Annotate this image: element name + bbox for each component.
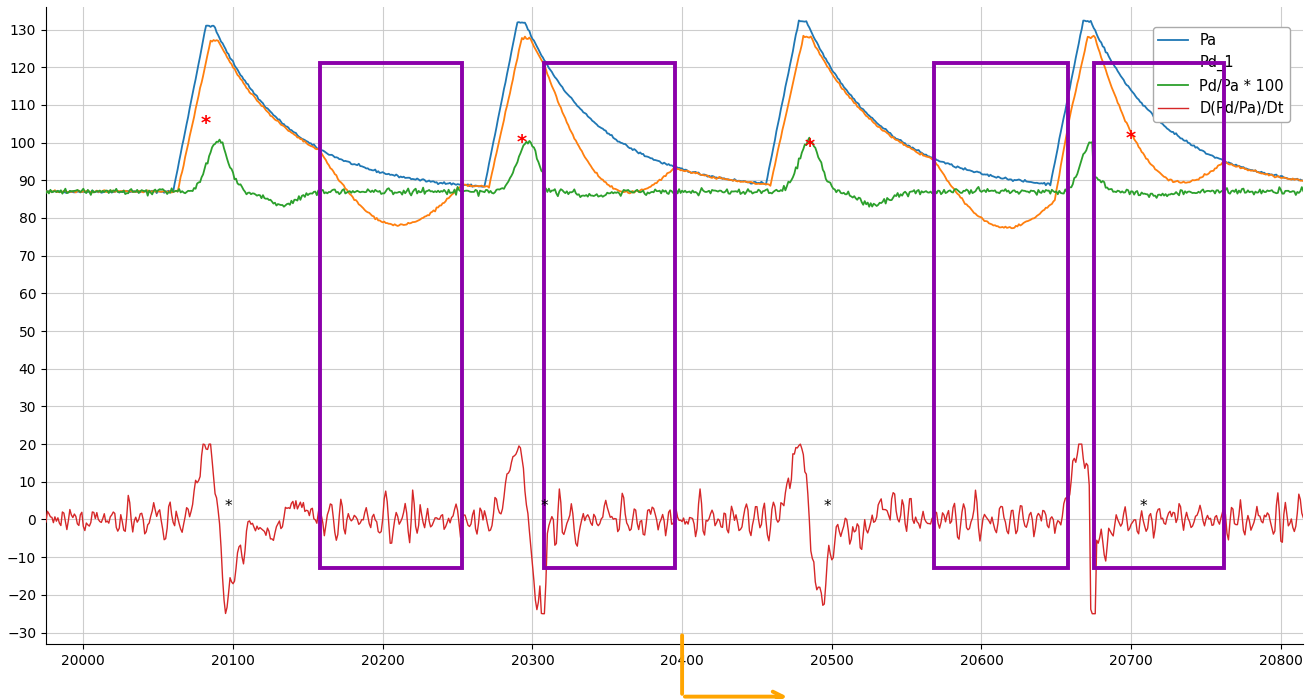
Pd_1 xyxy=(955,197,971,206)
Text: *: * xyxy=(201,114,212,134)
Pa xyxy=(38,187,54,196)
D(Pd/Pa)/Dt xyxy=(1110,515,1126,524)
Pd_1 xyxy=(635,186,650,194)
Line: Pd/Pa * 100: Pd/Pa * 100 xyxy=(46,138,1303,207)
D(Pd/Pa)/Dt xyxy=(196,440,212,448)
D(Pd/Pa)/Dt xyxy=(928,507,943,516)
Pd_1 xyxy=(1110,99,1126,107)
Line: D(Pd/Pa)/Dt: D(Pd/Pa)/Dt xyxy=(46,444,1303,614)
Pd/Pa * 100 xyxy=(369,187,385,195)
Pd/Pa * 100 xyxy=(276,203,292,211)
Text: *: * xyxy=(804,137,815,156)
Pd_1 xyxy=(924,155,940,164)
Pd/Pa * 100 xyxy=(959,185,975,194)
Pd_1 xyxy=(368,215,384,224)
Pa xyxy=(928,154,943,163)
Pd_1 xyxy=(38,187,54,196)
Bar xyxy=(319,64,463,568)
D(Pd/Pa)/Dt xyxy=(639,519,654,528)
Pd_1 xyxy=(1047,196,1063,204)
Pa xyxy=(148,189,164,197)
Text: *: * xyxy=(540,499,548,514)
Bar xyxy=(1093,64,1223,568)
D(Pd/Pa)/Dt xyxy=(1049,521,1064,529)
Pd/Pa * 100 xyxy=(802,134,817,142)
Pd_1 xyxy=(1296,177,1311,185)
Pd_1 xyxy=(1004,224,1020,232)
D(Pd/Pa)/Dt xyxy=(369,517,385,526)
Pd/Pa * 100 xyxy=(637,189,653,198)
Pd/Pa * 100 xyxy=(928,187,943,195)
Pa xyxy=(637,152,653,161)
D(Pd/Pa)/Dt xyxy=(38,518,54,526)
Pd_1 xyxy=(1085,31,1101,40)
Line: Pd_1: Pd_1 xyxy=(46,36,1303,228)
Text: *: * xyxy=(824,499,830,514)
Text: *: * xyxy=(225,499,233,514)
Pd/Pa * 100 xyxy=(1296,187,1311,195)
Text: *: * xyxy=(1139,499,1147,514)
Pa xyxy=(959,166,975,174)
Text: *: * xyxy=(516,133,527,152)
D(Pd/Pa)/Dt xyxy=(1296,514,1311,522)
Pa xyxy=(1049,151,1064,159)
Pa xyxy=(369,168,385,176)
Bar xyxy=(933,64,1068,568)
Pd/Pa * 100 xyxy=(1110,187,1126,195)
Line: Pa: Pa xyxy=(46,20,1303,193)
D(Pd/Pa)/Dt xyxy=(959,524,975,532)
Pd/Pa * 100 xyxy=(38,189,54,197)
Bar xyxy=(544,64,674,568)
Pa xyxy=(791,16,807,24)
Pa xyxy=(1296,176,1311,185)
Text: *: * xyxy=(1126,129,1137,148)
D(Pd/Pa)/Dt xyxy=(535,610,551,618)
Pa xyxy=(1110,67,1126,75)
Pd/Pa * 100 xyxy=(1049,187,1064,196)
Legend: Pa, Pd_1, Pd/Pa * 100, D(Pd/Pa)/Dt: Pa, Pd_1, Pd/Pa * 100, D(Pd/Pa)/Dt xyxy=(1152,27,1290,122)
